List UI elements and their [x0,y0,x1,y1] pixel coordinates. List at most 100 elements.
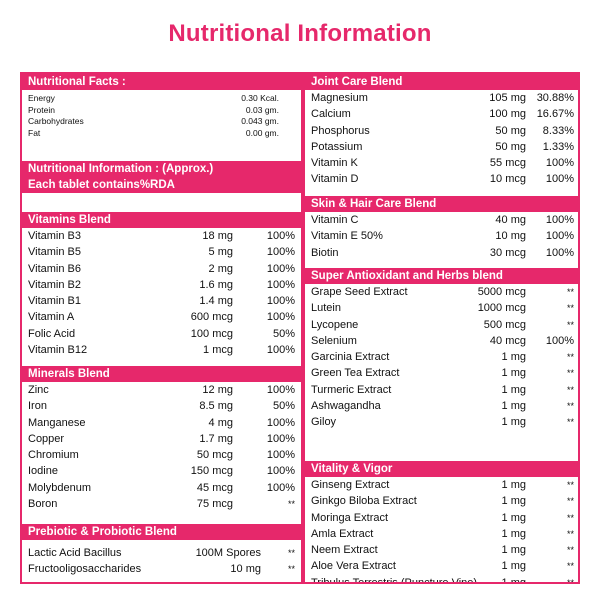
table-row: Aloe Vera Extract 1 mg ** [305,558,578,574]
table-row: Chromium 50 mcg 100% [22,447,301,463]
nutrient-rda: 100% [266,230,295,242]
nutrient-amount: 1 mg [501,495,526,508]
table-row: Magnesium 105 mg 30.88% [305,90,578,106]
nutrient-rda: 100% [545,173,574,186]
table-row: Ginkgo Biloba Extract 1 mg ** [305,493,578,509]
nutrient-amount: 1 mcg [203,344,233,357]
table-row: Lycopene 500 mcg ** [305,317,578,333]
nutrient-name: Turmeric Extract [311,383,392,396]
page-title: Nutritional Information [168,20,432,47]
nutrient-name: Folic Acid [28,327,76,340]
nutritional-info-section: Nutritional Information : (Approx.) Each… [22,161,301,193]
table-row: Calcium 100 mg 16.67% [305,106,578,122]
nutrient-rda: 30.88% [536,92,574,104]
section-header: Super Antioxidant and Herbs blend [305,268,578,284]
table-row: Grape Seed Extract 5000 mcg ** [305,284,578,300]
nutrient-name: Vitamin E 50% [311,230,383,243]
nutrient-name: Garcinia Extract [311,351,390,364]
table-row: Zinc 12 mg 100% [22,382,301,398]
nutrient-name: Vitamin C [311,214,359,226]
nutrient-amount: 10 mg [230,563,261,576]
nutrient-rda: 100% [266,311,295,324]
vitamins-rows: Vitamin B3 18 mg 100% Vitamin B5 5 mg 100% Vit… [22,228,301,358]
nutrient-amount: 1 mg [501,560,526,573]
nutrition-panel: Nutritional Facts : Energy 0.30 Kcal. Prot… [20,72,580,584]
right-column: Joint Care Blend Magnesium 105 mg 30.88% Ca… [301,74,578,582]
nutrient-rda: ** [566,368,574,379]
info-line-1: Nutritional Information : (Approx.) [28,163,214,175]
skin-hair-section: Skin & Hair Care Blend Vitamin C 40 mg 100… [305,196,578,261]
table-row: Molybdenum 45 mcg 100% [22,480,301,496]
nutrient-amount: 4 mg [208,416,233,429]
nutrient-amount: 1 mg [501,383,526,396]
nutrient-name: Energy [28,93,55,103]
nutrient-amount: 45 mcg [196,481,233,494]
nutrient-rda: 100% [266,481,295,494]
nutrient-name: Biotin [311,246,339,259]
nutrient-name: Vitamin D [311,173,359,186]
nutrient-amount: 40 mg [495,214,526,226]
nutrient-name: Ashwagandha [311,400,381,413]
skin-rows: Vitamin C 40 mg 100% Vitamin E 50% 10 mg 100%… [305,212,578,261]
nutrient-rda: 100% [266,278,295,291]
nutrient-name: Vitamin B3 [28,230,81,242]
table-row: Phosphorus 50 mg 8.33% [305,123,578,139]
section-header: Nutritional Information : (Approx.) Each… [22,161,301,193]
table-row: Carbohydrates 0.043 gm. [22,116,301,128]
nutrient-amount: 50 mcg [196,449,233,462]
minerals-rows: Zinc 12 mg 100% Iron 8.5 mg 50% Manganese 4 mg 1… [22,382,301,512]
nutrient-rda: ** [566,512,574,523]
antioxidant-section: Super Antioxidant and Herbs blend Grape … [305,268,578,431]
nutritional-facts-section: Nutritional Facts : Energy 0.30 Kcal. Prot… [22,74,301,139]
nutrient-rda: 100% [545,157,574,170]
nutrient-name: Ginseng Extract [311,479,390,491]
nutrient-rda: ** [287,564,295,575]
nutrient-rda: ** [287,499,295,510]
nutrient-rda: 100% [545,230,574,243]
nutrient-rda: ** [566,545,574,556]
nutrient-name: Molybdenum [28,481,91,494]
section-header: Joint Care Blend [305,74,578,90]
nutrient-name: Fat [28,127,41,138]
table-row: Manganese 4 mg 100% [22,415,301,431]
nutrient-rda: ** [566,319,574,330]
nutrient-rda: ** [566,577,574,584]
nutrient-amount: 500 mcg [483,318,526,331]
table-row: Tribulus Terrestris (Puncture Vine) 1 mg *… [305,575,578,584]
table-row: Vitamin B5 5 mg 100% [22,244,301,260]
table-row: Ashwagandha 1 mg ** [305,398,578,414]
nutrient-name: Aloe Vera Extract [311,560,396,573]
nutrient-rda: ** [566,417,574,428]
nutrient-name: Vitamin B12 [28,344,88,357]
table-row: Vitamin B3 18 mg 100% [22,228,301,244]
nutrient-amount: 5000 mcg [477,286,526,298]
nutrient-name: Zinc [28,384,49,396]
nutrient-name: Ginkgo Biloba Extract [311,495,417,508]
nutrient-rda: ** [287,548,295,558]
nutrient-amount: 1 mg [501,511,526,524]
nutrient-amount: 1000 mcg [477,302,526,315]
nutrient-rda: ** [566,561,574,572]
nutrient-amount: 1.6 mg [199,278,233,291]
nutrient-name: Protein [28,104,55,115]
nutrient-name: Potassium [311,140,363,153]
nutrient-name: Lycopene [311,318,359,331]
section-header: Prebiotic & Probiotic Blend [22,524,301,540]
nutrient-amount: 5 mg [208,246,233,259]
nutrient-amount: 0.00 gm. [245,127,279,138]
table-row: Vitamin B1 1.4 mg 100% [22,293,301,309]
section-header: Minerals Blend [22,366,301,382]
nutrient-name: Moringa Extract [311,511,389,524]
nutrient-name: Iron [28,400,47,413]
nutrient-amount: 2 mg [208,262,233,275]
nutrient-rda: ** [566,287,574,297]
nutrient-amount: 1 mg [501,416,526,429]
table-row: Fat 0.00 gm. [22,128,301,140]
nutrient-rda: 100% [266,262,295,275]
nutrient-rda: 100% [545,334,574,347]
table-row: Selenium 40 mcg 100% [305,333,578,349]
nutrient-name: Fructooligosaccharides [28,563,142,576]
nutrient-rda: 100% [266,416,295,429]
nutrient-amount: 1 mg [501,367,526,380]
nutrient-name: Vitamin B1 [28,295,81,308]
